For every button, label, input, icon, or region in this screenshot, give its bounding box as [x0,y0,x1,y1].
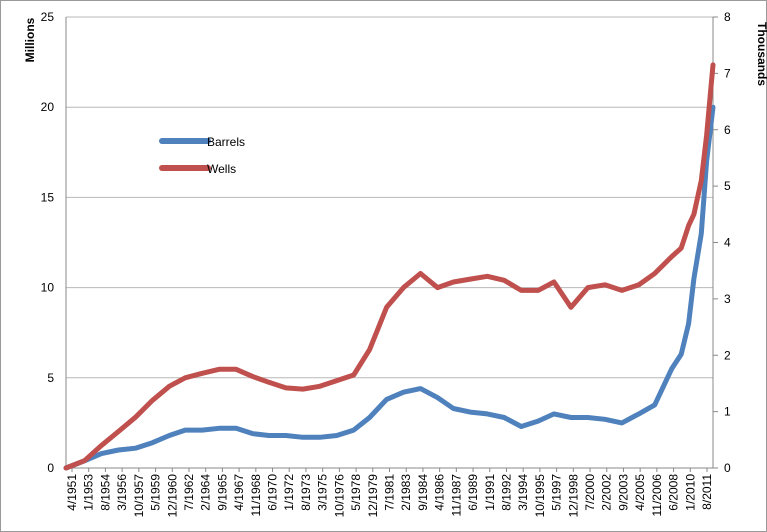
left-tick-label: 20 [41,100,55,114]
x-tick-label: 1/1991 [483,474,497,511]
right-tick-label: 2 [724,348,731,362]
left-axis-title: Millions [23,17,37,62]
left-tick-label: 5 [47,371,54,385]
left-tick-label: 15 [41,190,55,204]
left-tick-label: 25 [41,10,55,24]
x-tick-label: 8/1992 [499,474,513,511]
x-tick-label: 10/1995 [533,474,547,518]
x-tick-label: 7/2000 [583,474,597,511]
x-tick-label: 11/2006 [650,474,664,517]
x-tick-label: 10/1957 [132,474,146,518]
left-axis-ticks: 0 5 10 15 20 25 [41,10,55,475]
x-tick-label: 12/1979 [366,474,380,518]
right-tick-label: 3 [724,292,731,306]
left-tick-label: 10 [41,281,55,295]
x-tick-label: 6/2008 [667,474,681,511]
x-tick-label: 11/1968 [249,474,263,517]
left-tick-label: 0 [47,461,54,475]
right-axis-title: Thousands [755,22,767,86]
x-tick-label: 11/1987 [449,474,463,517]
x-tick-label: 8/1954 [98,474,112,511]
right-tick-label: 1 [724,405,731,419]
x-tick-label: 2/1964 [199,474,213,511]
x-tick-label: 3/1994 [516,474,530,511]
x-tick-label: 2/1983 [399,474,413,511]
series-line-wells [63,62,716,471]
x-tick-label: 4/1986 [433,474,447,511]
x-tick-label: 1/2010 [683,474,697,511]
right-tick-label: 5 [724,179,731,193]
x-tick-label: 4/2005 [633,474,647,511]
x-tick-label: 1/1953 [82,474,96,511]
x-tick-label: 4/1967 [232,474,246,511]
x-tick-label: 3/1975 [316,474,330,511]
x-tick-label: 3/1956 [115,474,129,511]
x-tick-label: 5/1997 [550,474,564,511]
right-tick-label: 6 [724,123,731,137]
legend-label-barrels: Barrels [207,135,245,149]
x-tick-label: 9/1965 [215,474,229,511]
x-tick-label: 1/1972 [282,474,296,511]
x-tick-label: 9/1984 [416,474,430,511]
x-tick-label: 12/1960 [165,474,179,518]
x-tick-label: 4/1951 [65,474,79,511]
right-tick-label: 8 [724,10,731,24]
x-tick-label: 5/1978 [349,474,363,511]
x-axis-ticks: 4/1951 1/1953 8/1954 3/1956 10/1957 5/1959 12/… [65,468,714,517]
legend-label-wells: Wells [207,162,236,176]
right-tick-label: 7 [724,66,731,80]
x-tick-label: 10/1976 [332,474,346,518]
series-lines [63,62,716,471]
x-tick-label: 8/1973 [299,474,313,511]
x-tick-label: 7/1962 [182,474,196,511]
x-tick-label: 6/1970 [266,474,280,511]
x-tick-label: 7/1981 [383,474,397,511]
x-tick-label: 2/2002 [600,474,614,511]
x-tick-label: 12/1998 [566,474,580,518]
right-tick-label: 0 [724,461,731,475]
x-tick-label: 6/1989 [466,474,480,511]
series-line-barrels [63,104,716,471]
right-axis-ticks: 0 1 2 3 4 5 6 7 8 [713,10,731,475]
right-tick-label: 4 [724,236,731,250]
x-tick-label: 8/2011 [700,474,714,510]
x-tick-label: 9/2003 [616,474,630,511]
legend: Barrels Wells [159,135,245,176]
x-tick-label: 5/1959 [149,474,163,511]
